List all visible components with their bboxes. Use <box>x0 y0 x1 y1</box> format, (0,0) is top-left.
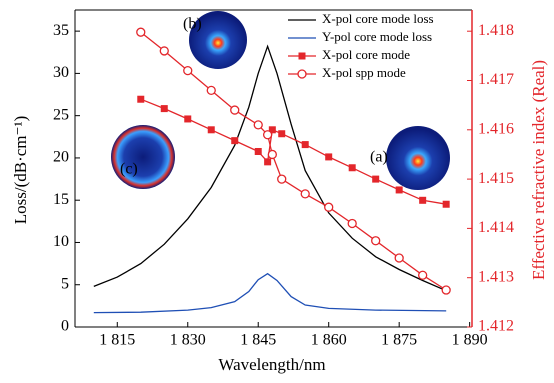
legend-label: X-pol spp mode <box>322 65 406 80</box>
marker <box>278 130 285 137</box>
x-tick-label: 1 815 <box>99 332 135 349</box>
annotation: (a) <box>370 149 388 166</box>
marker <box>302 141 309 148</box>
x-axis-label: Wavelength/nm <box>218 355 325 374</box>
marker <box>264 158 271 165</box>
y2-tick-label: 1.417 <box>478 71 514 88</box>
x-tick-label: 1 845 <box>240 332 276 349</box>
marker <box>207 86 215 94</box>
marker <box>268 150 276 158</box>
y-tick-label: 35 <box>53 22 69 39</box>
y2-tick-label: 1.418 <box>478 22 514 39</box>
marker <box>231 137 238 144</box>
y-tick-label: 15 <box>53 191 69 208</box>
marker <box>419 197 426 204</box>
legend-label: X-pol core mode loss <box>322 11 434 26</box>
legend-label: Y-pol core mode loss <box>322 29 432 44</box>
marker <box>255 148 262 155</box>
marker <box>396 186 403 193</box>
y2-tick-label: 1.414 <box>478 219 514 236</box>
marker <box>325 203 333 211</box>
inset-c: (c) <box>111 125 175 189</box>
chart: 1 8151 8301 8451 8601 8751 8900510152025… <box>0 0 554 383</box>
x-tick-label: 1 860 <box>311 332 347 349</box>
mode-image <box>386 126 450 190</box>
y-axis-label: Loss/(dB·cm⁻¹) <box>11 116 30 225</box>
y2-tick-label: 1.415 <box>478 170 514 187</box>
marker <box>208 126 215 133</box>
marker <box>372 237 380 245</box>
y-tick-label: 20 <box>53 149 69 166</box>
marker <box>348 219 356 227</box>
y2-axis-label: Effective refractive index (Real) <box>529 60 548 280</box>
marker <box>161 105 168 112</box>
annotation: (c) <box>120 161 138 178</box>
marker <box>184 67 192 75</box>
marker <box>443 201 450 208</box>
mode-image <box>111 125 175 189</box>
marker <box>254 121 262 129</box>
y2-tick-label: 1.412 <box>478 318 514 335</box>
y-tick-label: 0 <box>61 318 69 335</box>
marker <box>299 53 306 60</box>
marker <box>349 164 356 171</box>
legend: X-pol core mode loss Y-pol core mode loss… <box>288 11 434 80</box>
legend-label: X-pol core mode <box>322 47 410 62</box>
y-tick-label: 5 <box>61 275 69 292</box>
y2-tick-label: 1.413 <box>478 268 514 285</box>
marker <box>278 175 286 183</box>
marker <box>160 47 168 55</box>
marker <box>298 70 306 78</box>
annotation: (b) <box>183 16 202 33</box>
x-tick-label: 1 875 <box>381 332 417 349</box>
marker <box>372 176 379 183</box>
y-tick-label: 25 <box>53 106 69 123</box>
y-tick-label: 30 <box>53 64 69 81</box>
marker <box>137 96 144 103</box>
marker <box>137 28 145 36</box>
marker <box>184 115 191 122</box>
marker <box>325 153 332 160</box>
y-tick-label: 10 <box>53 233 69 250</box>
marker <box>419 271 427 279</box>
inset-b: (b) <box>183 11 247 69</box>
marker <box>442 286 450 294</box>
marker <box>395 254 403 262</box>
marker <box>264 131 272 139</box>
x-tick-label: 1 830 <box>170 332 206 349</box>
inset-a: (a) <box>370 126 450 190</box>
marker <box>301 190 309 198</box>
y2-tick-label: 1.416 <box>478 120 514 137</box>
marker <box>231 106 239 114</box>
series-line <box>94 274 446 313</box>
